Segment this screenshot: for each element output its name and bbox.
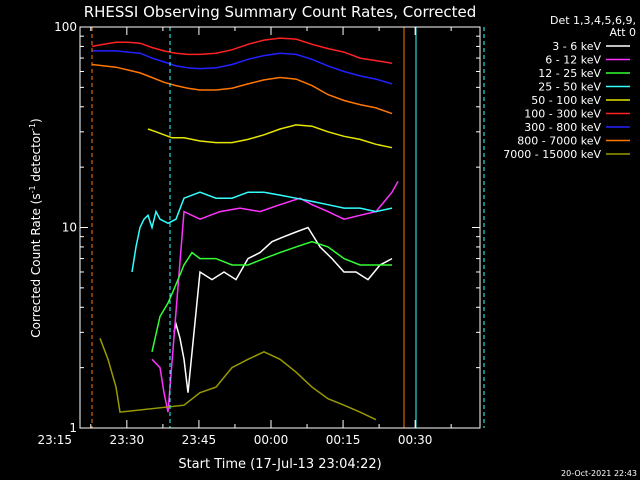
legend-label-5: 50 - 100 keV xyxy=(531,94,601,107)
legend-label-9: 7000 - 15000 keV xyxy=(503,148,601,161)
x-axis: 23:15 23:30 23:45 00:00 00:15 00:30 xyxy=(37,27,452,447)
y-tick-label: 1 xyxy=(69,421,77,435)
y-axis-label: Corrected Count Rate (s-1 detector-1) xyxy=(28,118,43,337)
legend-label-3: 12 - 25 keV xyxy=(538,67,601,80)
x-tick-label: 23:45 xyxy=(182,433,217,447)
x-tick-label: 23:15 xyxy=(37,433,72,447)
series-line-4 xyxy=(131,191,393,273)
y-axis-label-mid: detector xyxy=(29,131,43,186)
x-tick-label: 00:15 xyxy=(326,433,361,447)
series-line-3 xyxy=(151,240,392,352)
legend-header-attenuator: Att 0 xyxy=(610,26,636,39)
series-line-6 xyxy=(91,37,393,64)
legend-label-7: 300 - 800 keV xyxy=(524,121,601,134)
y-tick-label: 10 xyxy=(62,221,77,235)
y-axis-label-tail: ) xyxy=(29,118,43,123)
x-axis-label: Start Time (17-Jul-13 23:04:22) xyxy=(178,457,381,472)
series-line-8 xyxy=(91,63,393,115)
y-axis-label-sup2: -1 xyxy=(28,123,37,131)
x-tick-label: 00:30 xyxy=(398,433,433,447)
legend-label-1: 3 - 6 keV xyxy=(552,40,601,53)
y-tick-label: 100 xyxy=(54,20,77,34)
series-line-2 xyxy=(151,180,399,413)
x-tick-label: 23:30 xyxy=(110,433,145,447)
series-line-5 xyxy=(147,124,393,149)
y-axis-label-main: Corrected Count Rate (s xyxy=(29,193,43,337)
y-axis-label-sup1: -1 xyxy=(28,185,37,193)
series-line-7 xyxy=(92,50,393,85)
legend-label-6: 100 - 300 keV xyxy=(524,108,601,121)
series-layer xyxy=(91,37,399,421)
timestamp: 20-Oct-2021 22:43 xyxy=(561,469,637,478)
y-axis: 1 10 100 xyxy=(54,20,480,435)
x-tick-label: 00:00 xyxy=(254,433,289,447)
legend-label-8: 800 - 7000 keV xyxy=(517,135,601,148)
legend-label-2: 6 - 12 keV xyxy=(545,54,601,67)
legend-header-detectors: Det 1,3,4,5,6,9, xyxy=(550,14,636,27)
series-line-9 xyxy=(99,338,377,421)
series-line-1 xyxy=(173,226,393,393)
chart-title: RHESSI Observing Summary Count Rates, Co… xyxy=(84,3,477,21)
legend-label-4: 25 - 50 keV xyxy=(538,81,601,94)
